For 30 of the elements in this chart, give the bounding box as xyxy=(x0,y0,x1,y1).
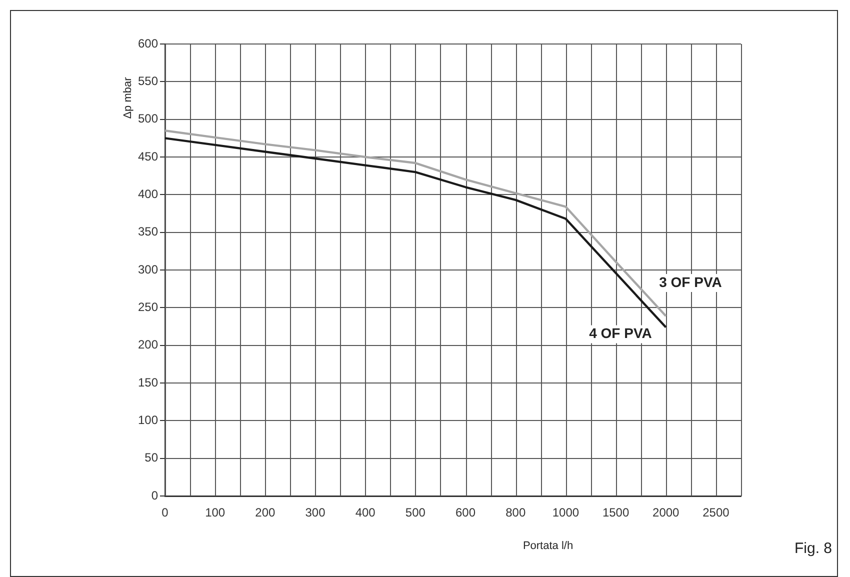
x-axis-title: Portata l/h xyxy=(522,540,574,552)
y-tick-label: 500 xyxy=(138,112,158,126)
x-tick-label: 200 xyxy=(255,506,276,520)
x-tick-label: 0 xyxy=(162,506,169,520)
x-tick-label: 1500 xyxy=(602,506,630,520)
x-tick-label: 800 xyxy=(506,506,526,520)
y-tick-label: 400 xyxy=(138,186,158,201)
y-tick-label: 300 xyxy=(138,262,158,276)
y-tick-label: 250 xyxy=(138,300,158,314)
caption: Fig. 8 xyxy=(794,540,832,557)
y-tick-label: 0 xyxy=(151,488,158,502)
x-tick-label: 100 xyxy=(205,506,226,520)
x-tick-label: 300 xyxy=(305,506,326,520)
y-tick-label: 600 xyxy=(138,36,158,50)
y-tick-label: 350 xyxy=(138,224,158,239)
y-tick-label: 50 xyxy=(144,450,158,465)
x-tick-label: 1000 xyxy=(552,506,580,520)
series-label: 3 OF PVA xyxy=(659,274,722,290)
x-tick-label: 600 xyxy=(456,506,476,520)
x-tick-label: 2000 xyxy=(652,506,680,520)
y-tick-label: 100 xyxy=(138,412,158,427)
x-tick-label: 2500 xyxy=(702,506,730,520)
y-tick-label: 550 xyxy=(138,74,158,88)
y-tick-label: 200 xyxy=(138,338,158,352)
x-tick-label: 400 xyxy=(355,506,376,520)
y-tick-label: 150 xyxy=(138,375,158,390)
series-label: 4 OF PVA xyxy=(589,325,652,342)
x-tick-label: 500 xyxy=(405,506,426,520)
y-axis-title: Δp mbar xyxy=(122,76,134,119)
y-tick-label: 450 xyxy=(138,149,158,164)
